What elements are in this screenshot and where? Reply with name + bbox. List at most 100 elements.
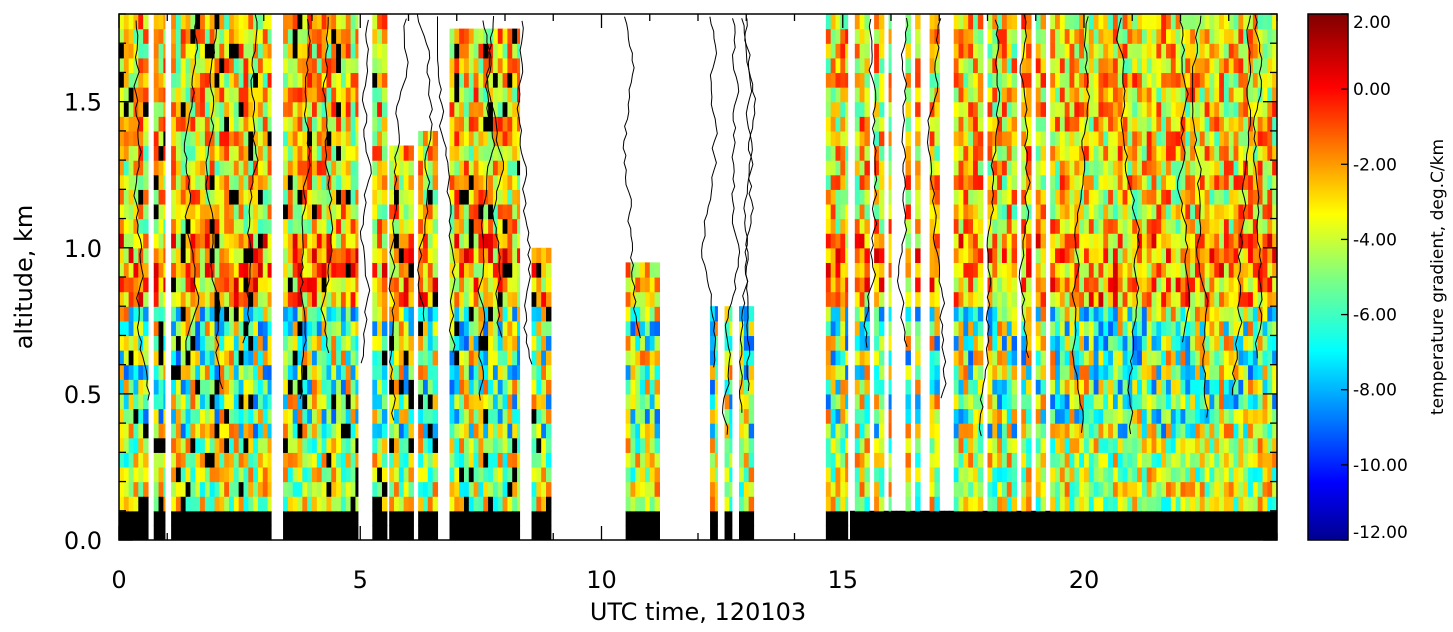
- heatmap-cell: [163, 510, 166, 526]
- heatmap-cell: [336, 408, 342, 424]
- heatmap-cell: [257, 28, 264, 44]
- heatmap-cell: [1108, 130, 1114, 147]
- heatmap-cell: [468, 43, 475, 59]
- heatmap-cell: [463, 116, 470, 132]
- heatmap-cell: [835, 233, 841, 249]
- heatmap-cell: [238, 14, 245, 30]
- heatmap-cell: [845, 233, 849, 249]
- heatmap-cell: [321, 525, 328, 540]
- heatmap-cell: [138, 481, 144, 497]
- heatmap-cell: [977, 350, 984, 366]
- heatmap-cell: [427, 203, 434, 220]
- heatmap-cell: [389, 160, 395, 176]
- heatmap-cell: [133, 481, 139, 497]
- heatmap-cell: [1112, 320, 1119, 337]
- heatmap-cell: [997, 203, 1003, 220]
- heatmap-cell: [1021, 525, 1027, 540]
- heatmap-cell: [835, 87, 841, 103]
- heatmap-cell: [968, 466, 974, 483]
- heatmap-cell: [463, 57, 470, 74]
- heatmap-cell: [123, 160, 130, 176]
- heatmap-cell: [1141, 408, 1148, 424]
- heatmap-cell: [905, 452, 911, 468]
- heatmap-cell: [1137, 43, 1143, 59]
- heatmap-cell: [953, 28, 960, 44]
- heatmap-cell: [185, 510, 192, 526]
- heatmap-cell: [1103, 160, 1109, 176]
- heatmap-cell: [1122, 320, 1129, 337]
- heatmap-cell: [326, 28, 332, 44]
- heatmap-cell: [267, 466, 272, 483]
- heatmap-cell: [840, 335, 846, 351]
- heatmap-cell: [394, 247, 400, 263]
- heatmap-cell: [283, 481, 289, 497]
- heatmap-cell: [878, 28, 885, 44]
- heatmap-cell: [1064, 233, 1071, 249]
- heatmap-cell: [200, 335, 206, 351]
- heatmap-cell: [1156, 452, 1162, 468]
- heatmap-cell: [1055, 481, 1061, 497]
- heatmap-cell: [874, 379, 880, 395]
- heatmap-cell: [302, 437, 308, 453]
- heatmap-cell: [204, 233, 211, 249]
- heatmap-cell: [403, 203, 410, 220]
- heatmap-cell: [507, 350, 513, 366]
- heatmap-cell: [340, 320, 347, 337]
- heatmap-cell: [219, 510, 225, 526]
- heatmap-cell: [377, 496, 383, 512]
- heatmap-cell: [1084, 452, 1090, 468]
- heatmap-cell: [507, 306, 513, 322]
- heatmap-cell: [243, 408, 249, 424]
- heatmap-cell: [1103, 101, 1109, 117]
- heatmap-cell: [158, 87, 164, 103]
- heatmap-cell: [219, 408, 225, 424]
- heatmap-cell: [739, 525, 745, 540]
- heatmap-cell: [463, 364, 470, 380]
- heatmap-cell: [326, 87, 332, 103]
- heatmap-cell: [209, 101, 216, 117]
- heatmap-cell: [1040, 466, 1047, 483]
- heatmap-cell: [1156, 496, 1162, 512]
- heatmap-cell: [1146, 496, 1153, 512]
- heatmap-cell: [257, 72, 264, 88]
- heatmap-cell: [531, 408, 537, 424]
- heatmap-cell: [1059, 437, 1066, 453]
- heatmap-cell: [1084, 320, 1090, 337]
- heatmap-cell: [119, 72, 125, 88]
- heatmap-cell: [119, 408, 125, 424]
- heatmap-cell: [888, 72, 892, 88]
- heatmap-cell: [934, 57, 940, 74]
- heatmap-cell: [180, 379, 187, 395]
- heatmap-cell: [958, 203, 964, 220]
- heatmap-cell: [463, 174, 470, 190]
- heatmap-cell: [1001, 510, 1008, 526]
- heatmap-cell: [845, 277, 849, 293]
- heatmap-cell: [185, 350, 192, 366]
- heatmap-cell: [238, 335, 245, 351]
- heatmap-cell: [394, 203, 400, 220]
- heatmap-cell: [403, 510, 410, 526]
- heatmap-cell: [968, 72, 974, 88]
- heatmap-cell: [1127, 510, 1133, 526]
- heatmap-cell: [403, 320, 410, 337]
- heatmap-cell: [389, 423, 395, 439]
- heatmap-cell: [389, 189, 395, 205]
- heatmap-cell: [1112, 306, 1119, 322]
- heatmap-cell: [507, 87, 513, 103]
- heatmap-cell: [389, 262, 395, 278]
- heatmap-cell: [262, 160, 269, 176]
- heatmap-cell: [355, 28, 359, 44]
- heatmap-cell: [536, 291, 542, 307]
- heatmap-cell: [1011, 291, 1018, 307]
- heatmap-cell: [454, 203, 460, 220]
- heatmap-cell: [1006, 306, 1013, 322]
- heatmap-cell: [158, 466, 164, 483]
- heatmap-cell: [536, 247, 542, 263]
- heatmap-cell: [968, 43, 974, 59]
- heatmap-cell: [350, 57, 357, 74]
- heatmap-cell: [372, 116, 378, 132]
- heatmap-cell: [1011, 452, 1018, 468]
- heatmap-cell: [640, 452, 646, 468]
- heatmap-cell: [845, 101, 849, 117]
- heatmap-cell: [1074, 510, 1080, 526]
